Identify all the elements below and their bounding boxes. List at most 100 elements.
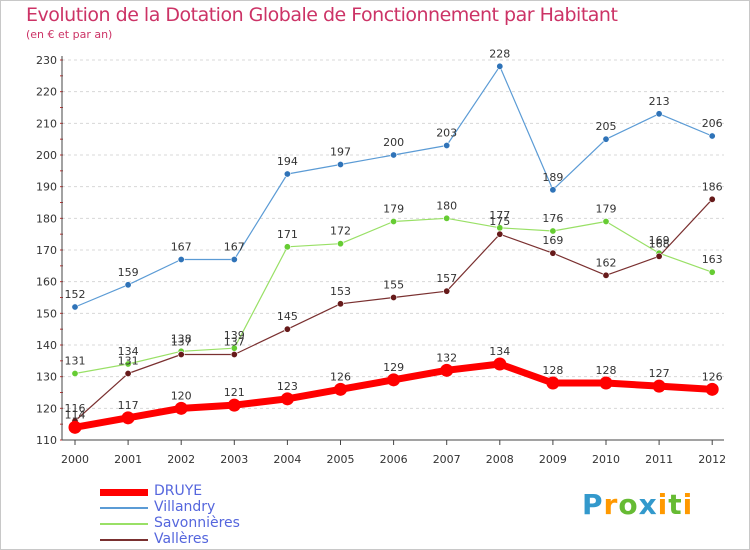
data-point — [708, 132, 716, 140]
data-point — [283, 170, 291, 178]
data-label: 228 — [489, 47, 510, 60]
x-tick-label: 2009 — [539, 453, 567, 466]
legend-item-valleres: Vallères — [100, 531, 320, 548]
data-label: 189 — [542, 171, 563, 184]
x-tick-label: 2003 — [220, 453, 248, 466]
logo-letter: t — [668, 488, 683, 521]
data-label: 203 — [436, 127, 457, 140]
data-point — [68, 420, 82, 434]
data-point — [602, 135, 610, 143]
data-label: 172 — [330, 225, 351, 238]
data-point — [336, 240, 344, 248]
x-tick-label: 2011 — [645, 453, 673, 466]
data-label: 197 — [330, 146, 351, 159]
data-label: 167 — [171, 241, 192, 254]
data-point — [390, 218, 398, 226]
y-tick-label: 170 — [36, 244, 57, 257]
data-label: 153 — [330, 285, 351, 298]
logo-letter: x — [638, 488, 658, 521]
y-tick-label: 210 — [36, 117, 57, 130]
chart-title: Evolution de la Dotation Globale de Fonc… — [26, 4, 618, 26]
y-tick-label: 190 — [36, 181, 57, 194]
y-tick-label: 220 — [36, 86, 57, 99]
data-label: 194 — [277, 155, 298, 168]
data-label: 145 — [277, 310, 298, 323]
data-label: 123 — [277, 380, 298, 393]
logo-letter: r — [603, 488, 619, 521]
x-tick-label: 2012 — [698, 453, 726, 466]
data-point — [549, 249, 557, 257]
data-point — [496, 62, 504, 70]
data-point — [443, 214, 451, 222]
data-label: 129 — [383, 361, 404, 374]
x-tick-label: 2002 — [167, 453, 195, 466]
data-label: 206 — [702, 117, 723, 130]
data-point — [549, 186, 557, 194]
legend-label-savonnieres: Savonnières — [154, 515, 240, 531]
data-point — [705, 382, 719, 396]
y-tick-label: 120 — [36, 402, 57, 415]
data-label: 120 — [171, 389, 192, 402]
data-point — [230, 255, 238, 263]
data-point — [599, 376, 613, 390]
y-tick-label: 230 — [36, 54, 57, 67]
data-point — [124, 369, 132, 377]
y-tick-label: 110 — [36, 434, 57, 447]
data-label: 137 — [171, 336, 192, 349]
logo-letter: o — [618, 488, 639, 521]
x-tick-label: 2004 — [273, 453, 301, 466]
x-tick-label: 2007 — [433, 453, 461, 466]
data-label: 139 — [224, 329, 245, 342]
legend-item-savonnieres: Savonnières — [100, 515, 320, 532]
data-label: 134 — [118, 345, 139, 358]
legend-swatch-savonnieres — [100, 523, 148, 525]
data-point — [71, 303, 79, 311]
legend-label-villandry: Villandry — [154, 499, 216, 515]
data-label: 162 — [596, 256, 617, 269]
data-point — [443, 287, 451, 295]
data-point — [493, 357, 507, 371]
data-label: 128 — [596, 364, 617, 377]
data-point — [708, 268, 716, 276]
data-point — [387, 373, 401, 387]
logo-letter: P — [582, 488, 604, 521]
data-label: 117 — [118, 399, 139, 412]
data-point — [549, 227, 557, 235]
data-point — [177, 255, 185, 263]
legend-item-villandry: Villandry — [100, 499, 320, 516]
data-point — [283, 325, 291, 333]
x-tick-label: 2001 — [114, 453, 142, 466]
data-point — [652, 379, 666, 393]
data-label: 134 — [489, 345, 510, 358]
legend-swatch-villandry — [100, 507, 148, 509]
data-point — [177, 350, 185, 358]
data-label: 152 — [65, 288, 86, 301]
data-point — [602, 271, 610, 279]
x-tick-label: 2000 — [61, 453, 89, 466]
data-label: 121 — [224, 386, 245, 399]
data-point — [496, 230, 504, 238]
data-point — [227, 398, 241, 412]
data-label: 179 — [596, 203, 617, 216]
legend-label-druye: DRUYE — [154, 483, 203, 499]
y-tick-label: 200 — [36, 149, 57, 162]
data-label: 205 — [596, 120, 617, 133]
data-label: 171 — [277, 228, 298, 241]
chart-subtitle: (en € et par an) — [26, 28, 113, 41]
legend-swatch-druye — [100, 488, 148, 496]
data-point — [602, 218, 610, 226]
data-point — [283, 243, 291, 251]
data-label: 127 — [649, 367, 670, 380]
data-label: 126 — [330, 370, 351, 383]
data-point — [174, 401, 188, 415]
data-point — [655, 110, 663, 118]
data-point — [124, 281, 132, 289]
x-tick-label: 2006 — [380, 453, 408, 466]
line-chart: 110 120 130 140 150 160 170 180 190 200 210 220 230 2… — [36, 47, 726, 466]
data-label: 213 — [649, 95, 670, 108]
data-label: 200 — [383, 136, 404, 149]
data-point — [280, 392, 294, 406]
data-label: 131 — [118, 355, 139, 368]
x-tick-label: 2010 — [592, 453, 620, 466]
data-point — [546, 376, 560, 390]
